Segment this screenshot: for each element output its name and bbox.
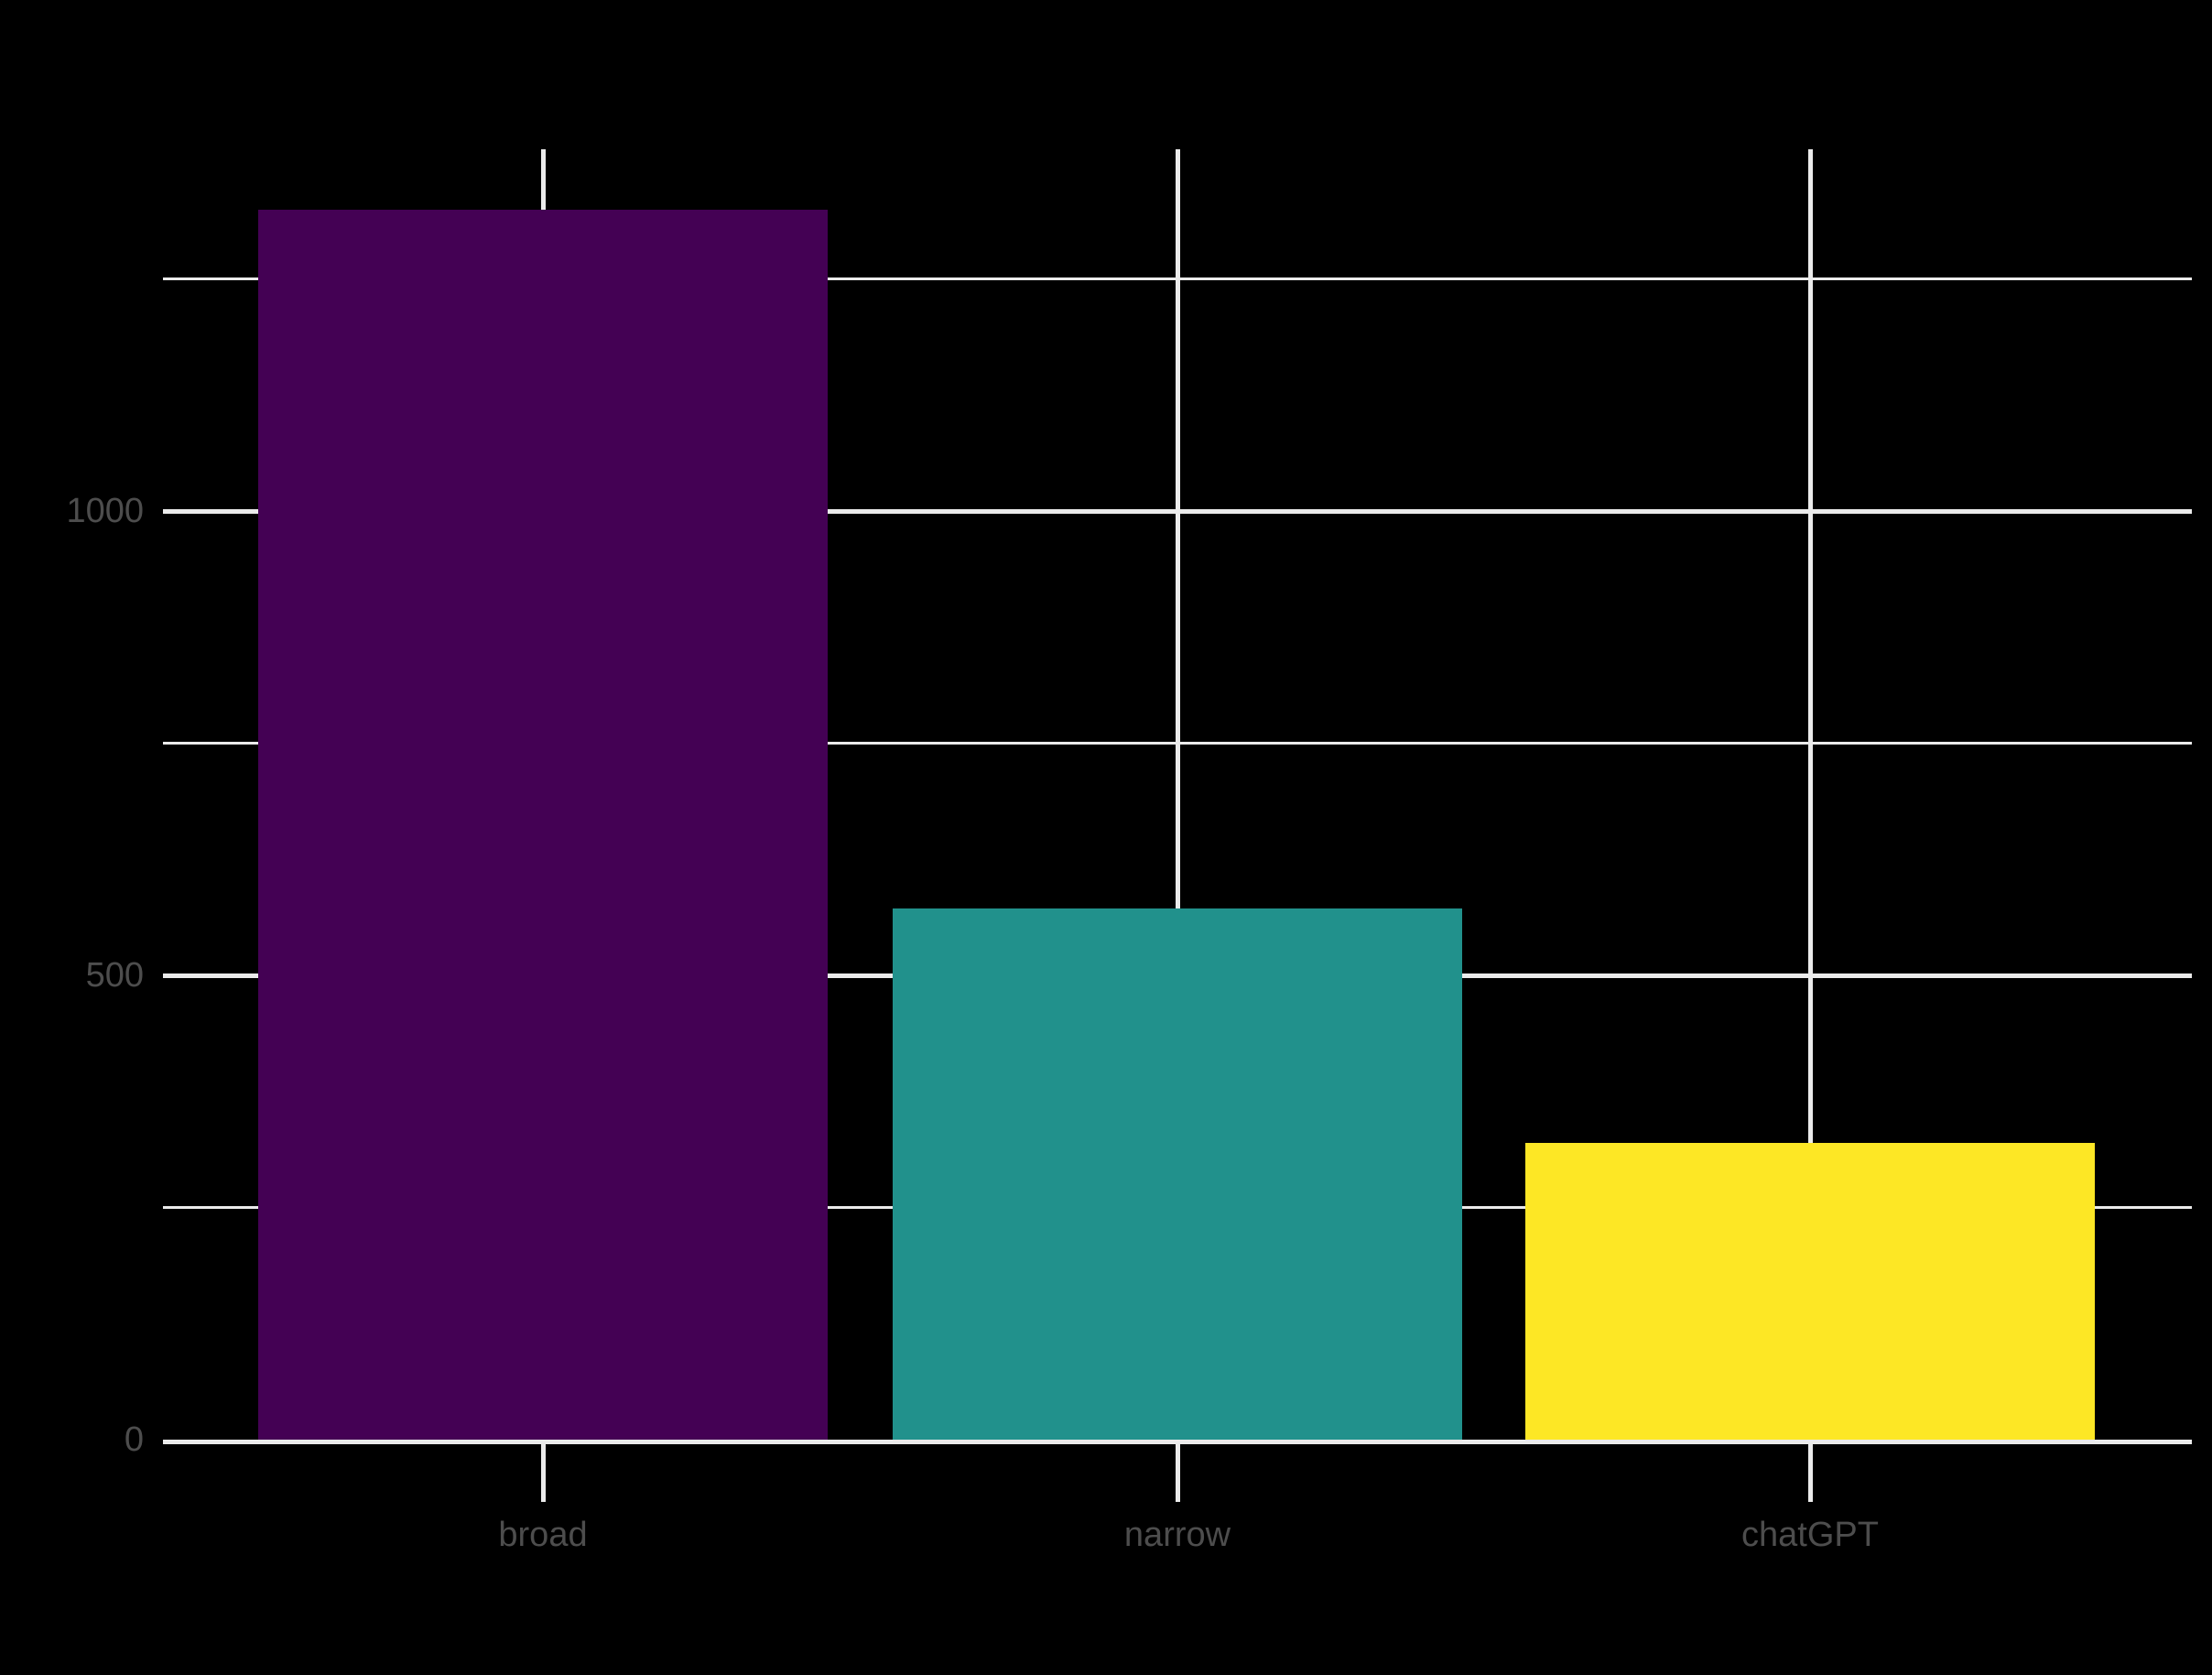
x-axis-category-label: broad — [498, 1516, 588, 1554]
x-gridline-major — [1175, 149, 1180, 1502]
x-axis-category-label: narrow — [1123, 1516, 1231, 1554]
bar-narrow — [893, 908, 1462, 1440]
x-axis-category-label: chatGPT — [1741, 1516, 1879, 1554]
bar-broad — [258, 210, 828, 1440]
x-gridline-major — [1807, 149, 1813, 1502]
y-axis-tick-label: 0 — [124, 1420, 144, 1459]
y-axis-tick-label: 500 — [85, 956, 144, 995]
y-axis-tick-label: 1000 — [66, 492, 144, 530]
bar-chatGPT — [1525, 1143, 2095, 1440]
